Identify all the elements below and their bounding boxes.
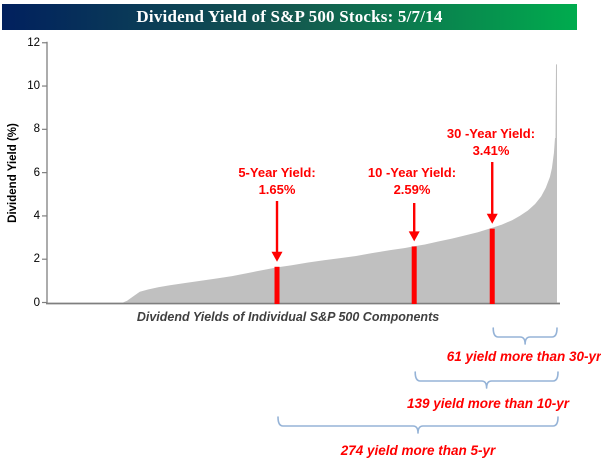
brace-139 — [414, 371, 559, 389]
y-tick-label: 2 — [33, 253, 40, 266]
annotation-5-year-yield: 5-Year Yield: 1.65% — [202, 164, 352, 198]
dividend-yield-area — [47, 64, 557, 303]
brace-label-30yr: 61 yield more than 30-yr — [446, 349, 601, 364]
chart-title-bar: Dividend Yield of S&P 500 Stocks: 5/7/14 — [2, 4, 577, 30]
annotation-30-year-yield: 30 -Year Yield: 3.41% — [416, 125, 566, 159]
annotation-10-year-label: 10 -Year Yield: — [367, 165, 457, 180]
annotation-5-year-value: 1.65% — [258, 182, 296, 197]
annotation-10-year-value: 2.59% — [393, 182, 431, 197]
brace-label-5yr: 274 yield more than 5-yr — [340, 443, 496, 458]
y-tick-label: 8 — [33, 123, 40, 136]
marker-bar-5-year-treasury-yield — [274, 266, 280, 304]
x-axis-title: Dividend Yields of Individual S&P 500 Co… — [136, 310, 440, 324]
annotation-10-year-yield: 10 -Year Yield: 2.59% — [337, 164, 487, 198]
y-tick-label: 10 — [27, 80, 40, 93]
annotation-5-year-label: 5-Year Yield: — [238, 165, 316, 180]
arrow-head-5-year-treasury-yield — [271, 251, 283, 262]
chart-title: Dividend Yield of S&P 500 Stocks: 5/7/14 — [136, 7, 443, 26]
y-tick-label: 6 — [33, 166, 40, 179]
y-tick-label: 12 — [27, 36, 40, 49]
arrow-head-30-year-treasury-yield — [486, 213, 498, 224]
brace-274 — [277, 416, 559, 434]
annotation-30-year-value: 3.41% — [472, 143, 510, 158]
annotation-30-year-label: 30 -Year Yield: — [446, 126, 536, 141]
brace-label-10yr: 139 yield more than 10-yr — [406, 396, 570, 411]
brace-61 — [492, 327, 558, 345]
marker-bar-10-year-treasury-yield — [411, 246, 417, 304]
arrow-head-10-year-treasury-yield — [408, 231, 420, 242]
y-tick-label: 4 — [33, 209, 40, 222]
y-tick-label: 0 — [33, 296, 40, 309]
marker-bar-30-year-treasury-yield — [489, 228, 495, 304]
